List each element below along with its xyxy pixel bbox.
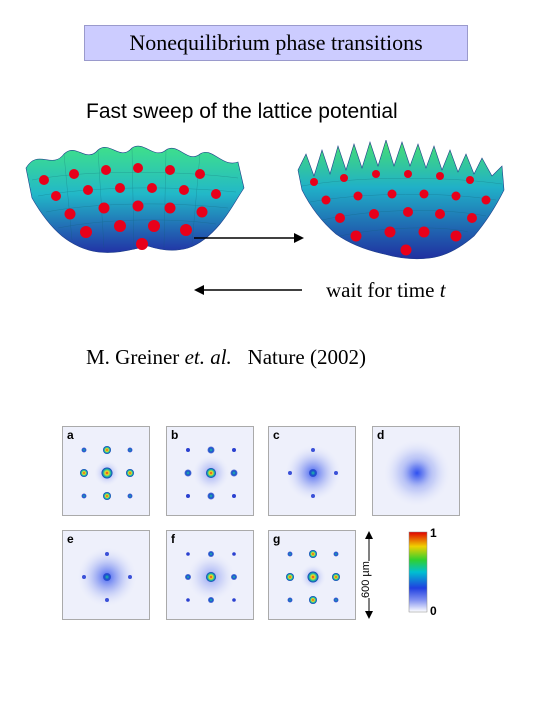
interference-panel-e: e	[62, 530, 150, 620]
left-arrow	[194, 285, 302, 295]
interference-panel-g: g	[268, 530, 356, 620]
atom-dots	[310, 170, 491, 256]
panel-label: e	[67, 532, 74, 546]
interference-pattern	[167, 531, 253, 619]
colorbar-max-label: 1	[430, 526, 437, 540]
wait-variable: t	[439, 278, 446, 302]
citation-author: M. Greiner	[86, 345, 185, 369]
deep-lattice-illustration	[297, 140, 505, 260]
interference-panel-c: c	[268, 426, 356, 516]
panel-label: a	[67, 428, 74, 442]
interference-panel-b: b	[166, 426, 254, 516]
citation: M. Greiner et. al. Nature (2002)	[86, 345, 366, 370]
panel-label: c	[273, 428, 280, 442]
interference-pattern	[63, 427, 149, 515]
shallow-lattice-illustration	[25, 145, 245, 253]
interference-panel-f: f	[166, 530, 254, 620]
interference-panel-d: d	[372, 426, 460, 516]
interference-pattern	[269, 427, 355, 515]
atom-dots	[39, 163, 221, 250]
subtitle: Fast sweep of the lattice potential	[86, 100, 398, 123]
wait-caption: wait for time t	[326, 278, 446, 303]
scale-bar-label: 600 µm	[360, 561, 372, 598]
wait-text: wait for time	[326, 278, 440, 302]
interference-pattern	[269, 531, 355, 619]
right-arrow	[194, 233, 304, 243]
colorbar-min-label: 0	[430, 604, 437, 618]
interference-panel-a: a	[62, 426, 150, 516]
panel-label: g	[273, 532, 281, 546]
panel-label: d	[377, 428, 385, 442]
interference-pattern	[373, 427, 459, 515]
citation-etal: et. al.	[184, 345, 232, 369]
panel-label: b	[171, 428, 179, 442]
interference-pattern	[167, 427, 253, 515]
panel-label: f	[171, 532, 175, 546]
citation-journal: Nature (2002)	[231, 345, 366, 369]
colorbar	[408, 531, 428, 613]
interference-pattern	[63, 531, 149, 619]
slide-title: Nonequilibrium phase transitions	[84, 25, 468, 61]
